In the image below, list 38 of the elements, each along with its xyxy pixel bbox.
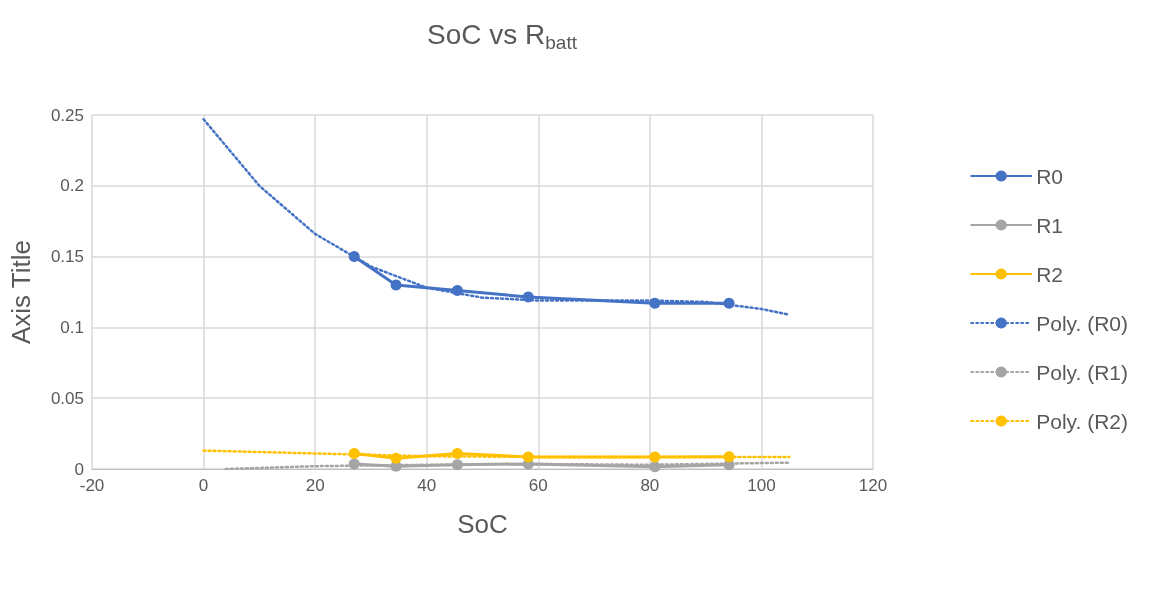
- legend-label: R0: [1036, 164, 1064, 188]
- point: [451, 285, 463, 297]
- point: [348, 447, 360, 459]
- legend-label: Poly. (R1): [1036, 360, 1128, 384]
- point: [522, 291, 534, 303]
- x-tick-label: 0: [198, 476, 209, 495]
- x-tick-label: 60: [528, 476, 548, 495]
- x-axis-title: SoC: [457, 509, 508, 539]
- x-tick-label: 120: [858, 476, 888, 495]
- point: [522, 451, 534, 463]
- point: [723, 297, 735, 309]
- point: [451, 459, 463, 471]
- point: [348, 458, 360, 470]
- point: [723, 451, 735, 463]
- point: [649, 461, 661, 473]
- point: [390, 452, 402, 464]
- point: [649, 451, 661, 463]
- line-series: [202, 118, 791, 316]
- y-tick-label: 0.05: [50, 388, 84, 408]
- x-tick-label: 40: [417, 476, 437, 495]
- x-tick-label: -20: [79, 476, 105, 495]
- y-tick-label: 0.15: [50, 247, 84, 267]
- legend-label: R2: [1036, 262, 1064, 286]
- point: [649, 297, 661, 309]
- x-tick-label: 80: [640, 476, 660, 495]
- point: [451, 447, 463, 459]
- legend-label: Poly. (R0): [1036, 311, 1128, 335]
- y-tick-label: 0.2: [60, 176, 84, 196]
- y-axis-title: Axis Title: [6, 239, 36, 345]
- point: [390, 279, 402, 291]
- legend-label: R1: [1036, 213, 1064, 237]
- point: [348, 251, 360, 263]
- x-tick-label: 20: [305, 476, 325, 495]
- legend-label: Poly. (R2): [1036, 409, 1128, 433]
- y-tick-label: 0.25: [50, 105, 84, 125]
- x-tick-label: 100: [747, 476, 776, 495]
- y-tick-label: 0: [74, 459, 84, 479]
- y-tick-label: 0.1: [60, 317, 84, 337]
